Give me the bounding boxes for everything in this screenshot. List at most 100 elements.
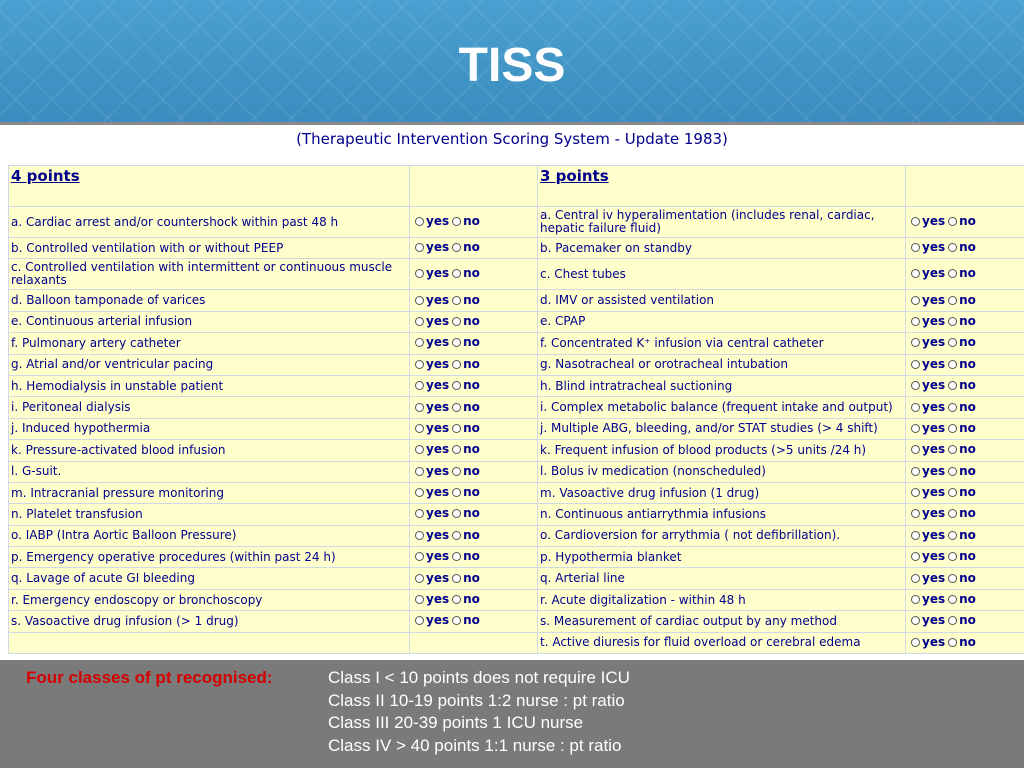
yes-no-group: yes no [908, 215, 976, 228]
no-radio[interactable] [948, 488, 958, 498]
no-radio[interactable] [948, 217, 958, 226]
yes-radio[interactable] [911, 488, 920, 498]
yes-radio[interactable] [415, 509, 424, 519]
no-radio[interactable] [948, 423, 958, 433]
left-options-cell: yes no [409, 524, 538, 548]
yes-radio[interactable] [415, 243, 424, 253]
yes-radio[interactable] [911, 359, 920, 369]
no-label: no [463, 378, 480, 393]
yes-label: yes [922, 634, 946, 649]
no-radio[interactable] [948, 573, 958, 583]
no-radio[interactable] [452, 466, 462, 476]
no-radio[interactable] [948, 269, 958, 279]
yes-radio[interactable] [911, 423, 920, 433]
yes-no-group: yes no [908, 507, 976, 520]
yes-radio[interactable] [415, 295, 424, 305]
yes-radio[interactable] [415, 530, 424, 540]
no-radio[interactable] [452, 338, 462, 348]
no-radio[interactable] [452, 359, 462, 369]
yes-no-group: yes no [908, 314, 976, 328]
yes-radio[interactable] [911, 381, 920, 391]
no-radio[interactable] [948, 530, 958, 540]
yes-radio[interactable] [415, 359, 424, 369]
no-radio[interactable] [948, 509, 958, 519]
yes-radio[interactable] [415, 423, 424, 433]
yes-no-group: yes no [908, 241, 976, 254]
yes-radio[interactable] [911, 637, 920, 647]
no-radio[interactable] [452, 269, 462, 279]
yes-radio[interactable] [911, 316, 920, 326]
no-radio[interactable] [452, 488, 462, 498]
no-radio[interactable] [452, 217, 462, 226]
yes-radio[interactable] [415, 316, 424, 326]
yes-radio[interactable] [911, 445, 920, 455]
yes-radio[interactable] [911, 338, 920, 348]
no-radio[interactable] [948, 552, 958, 562]
no-radio[interactable] [452, 295, 462, 305]
yes-radio[interactable] [415, 616, 424, 626]
no-radio[interactable] [948, 316, 958, 326]
no-radio[interactable] [948, 359, 958, 369]
yes-radio[interactable] [415, 488, 424, 498]
yes-radio[interactable] [415, 269, 424, 279]
no-radio[interactable] [452, 509, 462, 519]
no-radio[interactable] [948, 445, 958, 455]
no-radio[interactable] [948, 338, 958, 348]
table-row: n. Platelet transfusion yes no n. Continuou… [8, 503, 1024, 526]
right-options-cell: yes no [905, 374, 1024, 398]
no-radio[interactable] [452, 530, 462, 540]
yes-radio[interactable] [911, 402, 920, 412]
no-radio[interactable] [452, 445, 462, 455]
no-radio[interactable] [452, 595, 462, 605]
yes-radio[interactable] [911, 295, 920, 305]
yes-radio[interactable] [415, 445, 424, 455]
no-radio[interactable] [452, 573, 462, 583]
no-radio[interactable] [948, 466, 958, 476]
class-list: Class I < 10 points does not require ICU… [328, 667, 630, 757]
yes-radio[interactable] [911, 552, 920, 562]
yes-radio[interactable] [911, 616, 920, 626]
no-radio[interactable] [452, 616, 462, 626]
yes-radio[interactable] [415, 466, 424, 476]
no-radio[interactable] [452, 423, 462, 433]
no-radio[interactable] [452, 243, 462, 253]
right-options-cell: yes no [905, 631, 1024, 655]
no-radio[interactable] [948, 595, 958, 605]
yes-label: yes [922, 292, 946, 307]
left-options-cell: yes no [409, 460, 538, 483]
right-item-label: e. CPAP [537, 310, 906, 334]
yes-label: yes [426, 378, 450, 393]
no-radio[interactable] [452, 316, 462, 326]
yes-radio[interactable] [911, 269, 920, 279]
yes-radio[interactable] [911, 466, 920, 476]
yes-no-group: yes no [412, 421, 480, 435]
yes-radio[interactable] [415, 552, 424, 562]
no-radio[interactable] [948, 402, 958, 412]
yes-radio[interactable] [911, 573, 920, 583]
no-radio[interactable] [948, 637, 958, 647]
no-radio[interactable] [948, 243, 958, 253]
yes-radio[interactable] [415, 402, 424, 412]
yes-no-group: yes no [908, 421, 976, 435]
no-radio[interactable] [948, 616, 958, 626]
no-radio[interactable] [452, 552, 462, 562]
no-radio[interactable] [452, 402, 462, 412]
yes-radio[interactable] [911, 243, 920, 253]
yes-radio[interactable] [415, 338, 424, 348]
right-item-label: m. Vasoactive drug infusion (1 drug) [537, 481, 906, 505]
no-radio[interactable] [948, 295, 958, 305]
no-radio[interactable] [948, 381, 958, 391]
yes-radio[interactable] [415, 573, 424, 583]
yes-radio[interactable] [415, 217, 424, 226]
right-options-cell: yes no [905, 236, 1024, 260]
right-options-cell: yes no [905, 460, 1024, 483]
yes-radio[interactable] [911, 217, 920, 226]
yes-radio[interactable] [911, 595, 920, 605]
left-options-cell: yes no [409, 546, 538, 569]
no-radio[interactable] [452, 381, 462, 391]
yes-radio[interactable] [415, 595, 424, 605]
yes-radio[interactable] [911, 530, 920, 540]
left-item-label: p. Emergency operative procedures (withi… [8, 546, 410, 569]
yes-radio[interactable] [911, 509, 920, 519]
yes-radio[interactable] [415, 381, 424, 391]
